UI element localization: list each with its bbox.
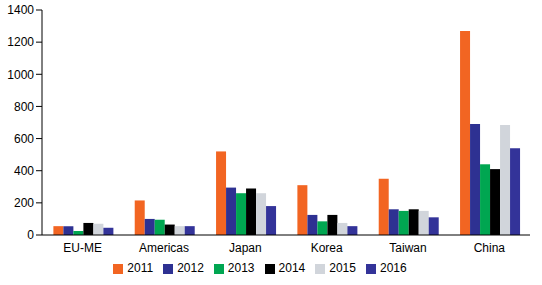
html-text:2015: 2015 xyxy=(329,261,356,275)
html-text:2012: 2012 xyxy=(177,261,204,275)
html-text:2016: 2016 xyxy=(380,261,407,275)
svg-text:800: 800 xyxy=(14,100,34,114)
svg-text:China: China xyxy=(474,241,506,255)
svg-text:1200: 1200 xyxy=(8,35,34,49)
svg-text:1000: 1000 xyxy=(8,68,34,82)
html-text:2011: 2011 xyxy=(127,261,154,275)
svg-text:0: 0 xyxy=(27,228,34,242)
html-text:2014: 2014 xyxy=(278,261,306,275)
svg-text:600: 600 xyxy=(14,132,34,146)
svg-text:Japan: Japan xyxy=(229,241,262,255)
svg-text:Taiwan: Taiwan xyxy=(389,241,426,255)
svg-text:200: 200 xyxy=(14,196,34,210)
html-text:2013: 2013 xyxy=(227,261,255,275)
svg-text:Americas: Americas xyxy=(139,241,189,255)
svg-text:Korea: Korea xyxy=(311,241,343,255)
svg-text:EU-ME: EU-ME xyxy=(63,241,102,255)
svg-text:1400: 1400 xyxy=(8,3,34,17)
svg-text:400: 400 xyxy=(14,164,34,178)
